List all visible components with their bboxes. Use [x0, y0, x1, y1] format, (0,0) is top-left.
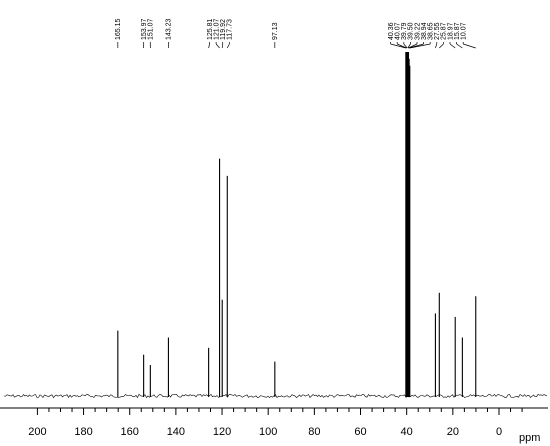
x-axis-label: ppm: [519, 432, 540, 444]
x-axis: 200 180 160 140 120 100 80 60 40 20 0: [0, 407, 548, 438]
peak-label-layer: 165.15 153.97 151.07 143.23 125.81 121.07 119.…: [115, 18, 476, 49]
peak-label: 25.87: [441, 22, 448, 40]
peak-label-leader: [403, 43, 408, 49]
peak-label: 153.97: [141, 18, 148, 40]
peak-label: 40.36: [388, 22, 395, 40]
peak-label-leader: [390, 43, 406, 49]
peak-label-leader: [463, 43, 476, 49]
x-tick-label: 0: [496, 426, 502, 438]
peak-label: 151.07: [148, 18, 155, 40]
peak-label: 40.07: [395, 22, 402, 40]
x-tick-label: 200: [28, 426, 46, 438]
peak-label: 121.07: [213, 18, 220, 40]
x-tick-label: 100: [259, 426, 277, 438]
peak-label-leader: [397, 43, 407, 49]
x-tick-label: 20: [447, 426, 459, 438]
peak-label: 117.73: [227, 19, 234, 40]
x-tick-label: 180: [74, 426, 92, 438]
peak-label: 38.65: [428, 22, 435, 40]
spectrum-baseline: [3, 393, 548, 399]
peak-label-leader: [408, 43, 418, 49]
peak-label-leader: [226, 43, 230, 49]
peak-label: 143.23: [166, 18, 173, 40]
peak-label: 27.55: [434, 22, 441, 40]
peak-label: 39.22: [414, 22, 421, 40]
peak-label-leader: [221, 43, 224, 49]
peak-label-leader: [449, 43, 456, 49]
x-tick-label: 160: [121, 426, 139, 438]
x-tick-label: 40: [401, 426, 413, 438]
x-tick-label: 60: [354, 426, 366, 438]
peak-label: 18.97: [447, 22, 454, 40]
peak-label: 119.92: [220, 19, 227, 40]
peak-label-leader: [439, 43, 444, 49]
peak-label-leader: [456, 43, 463, 49]
peak-label: 39.50: [408, 22, 415, 40]
x-tick-label: 140: [167, 426, 185, 438]
spectrum-layer: [3, 52, 548, 399]
peak-label: 165.15: [115, 18, 122, 40]
peak-label-leader: [215, 43, 220, 49]
peak-label-leader: [208, 43, 210, 49]
peak-label: 38.94: [421, 22, 428, 40]
peak-label: 15.87: [454, 22, 461, 40]
x-tick-label: 120: [213, 426, 231, 438]
peak-label-leader: [435, 43, 438, 49]
peak-label-leader: [407, 43, 411, 49]
peak-label-leader: [409, 43, 431, 49]
peak-label: 39.79: [401, 22, 408, 40]
peak-label: 97.13: [272, 22, 279, 40]
peak-label: 10.07: [461, 22, 468, 40]
peak-label: 125.81: [207, 18, 214, 40]
x-tick-label: 80: [308, 426, 320, 438]
